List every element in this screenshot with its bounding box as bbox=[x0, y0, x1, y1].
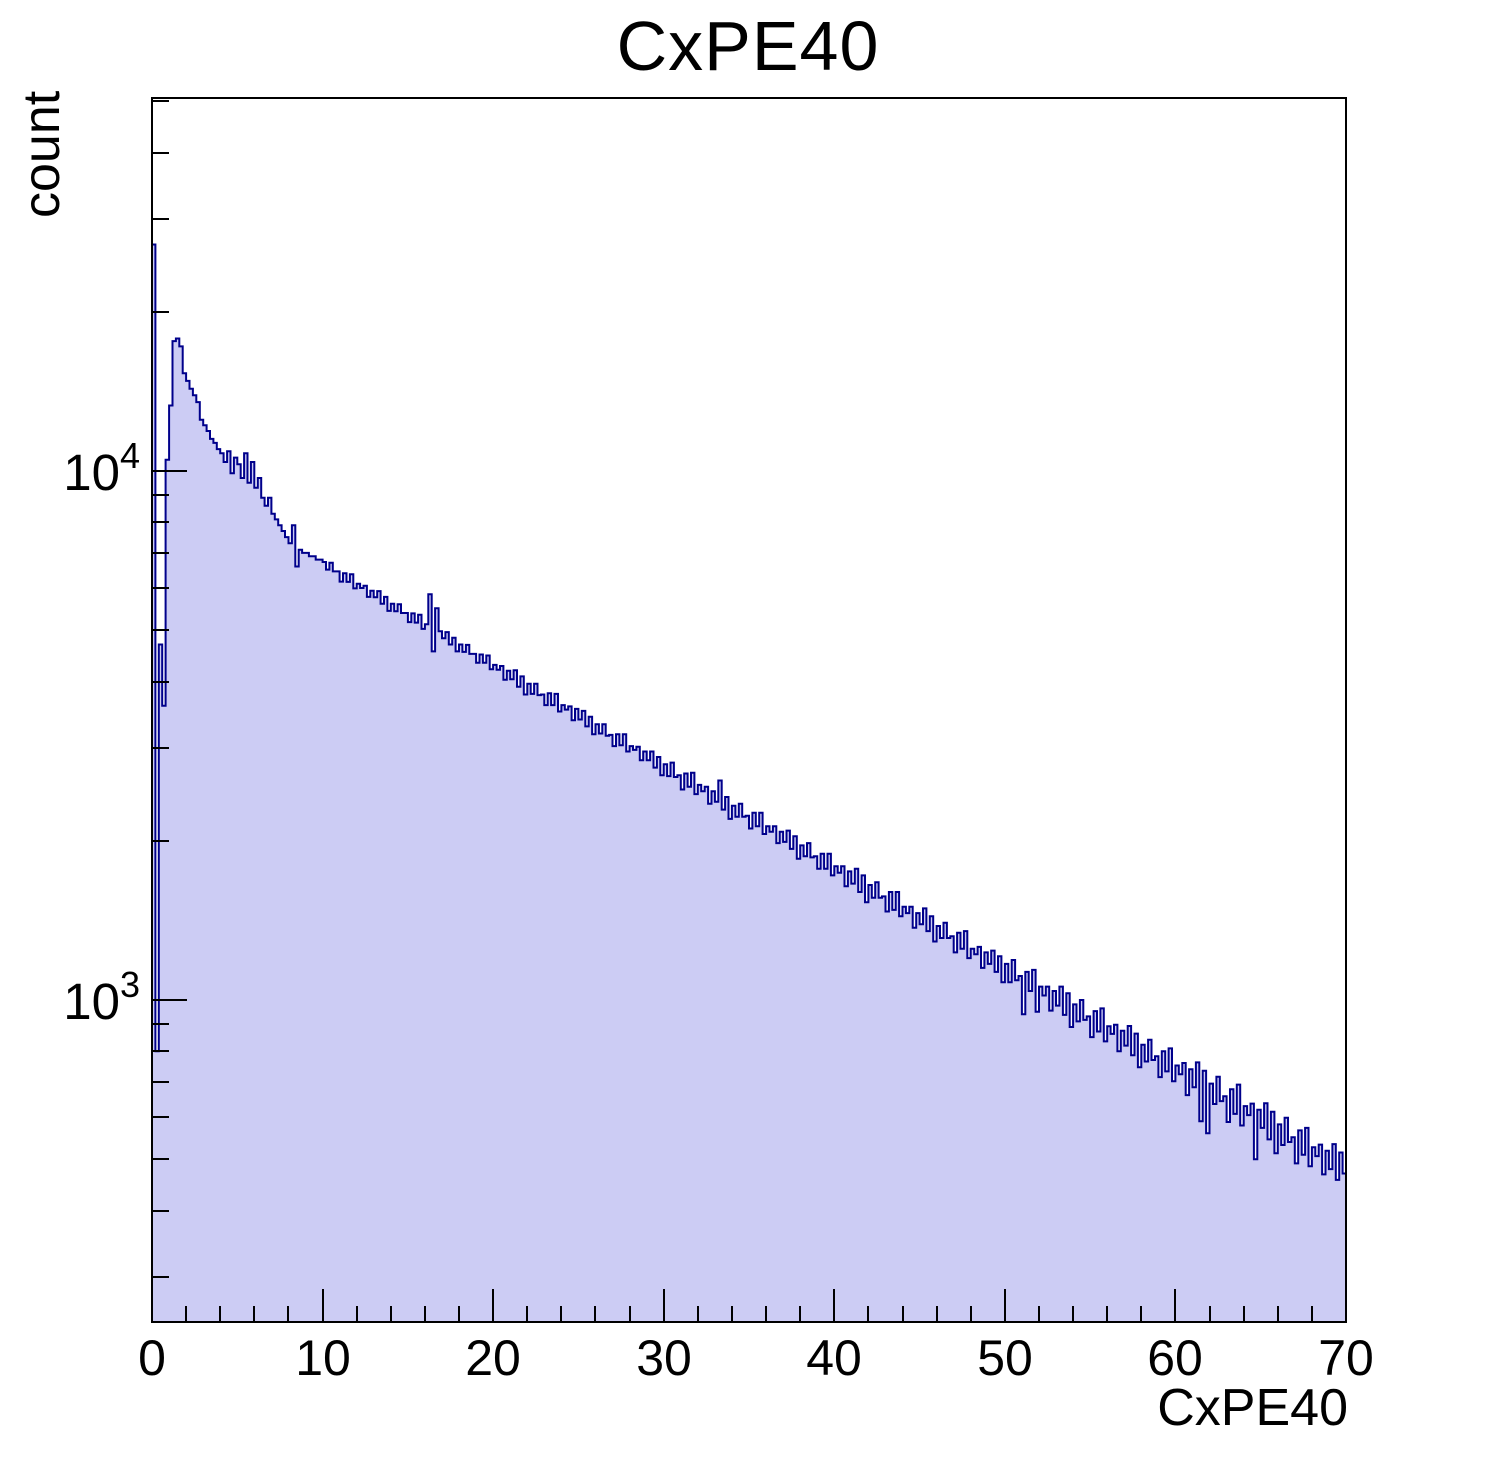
x-tick-label: 10 bbox=[295, 1330, 351, 1386]
y-tick-label: 103 bbox=[63, 964, 140, 1030]
x-tick-label: 30 bbox=[636, 1330, 692, 1386]
x-tick-label: 60 bbox=[1147, 1330, 1203, 1386]
x-axis-title: CxPE40 bbox=[1157, 1379, 1348, 1437]
y-tick-label: 104 bbox=[63, 435, 140, 501]
chart-title: CxPE40 bbox=[616, 7, 880, 85]
x-tick-label: 0 bbox=[138, 1330, 166, 1386]
histogram-series bbox=[151, 243, 1347, 1323]
axis-tick-labels: 0 10 20 30 40 50 60 70 103 104 bbox=[63, 435, 1374, 1386]
plot-frame bbox=[151, 97, 1347, 1323]
x-tick-label: 50 bbox=[977, 1330, 1033, 1386]
x-tick-label: 40 bbox=[806, 1330, 862, 1386]
x-tick-label: 20 bbox=[465, 1330, 521, 1386]
x-tick-label: 70 bbox=[1318, 1330, 1374, 1386]
axis-ticks bbox=[151, 100, 1347, 1322]
